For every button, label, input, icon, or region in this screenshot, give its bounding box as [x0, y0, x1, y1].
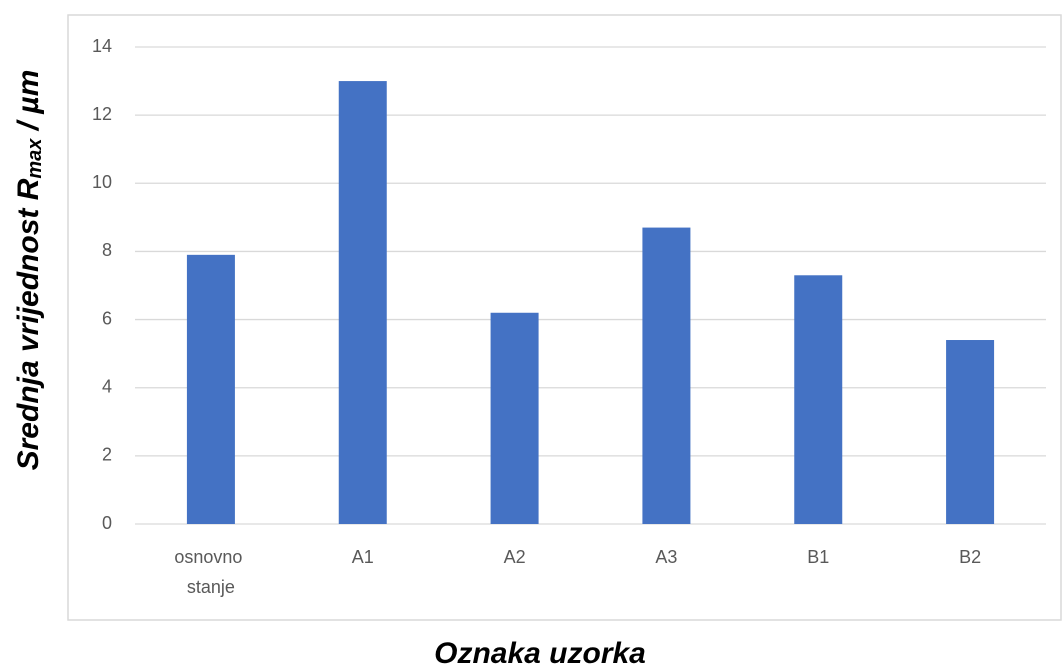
x-tick-label: A2	[504, 547, 526, 567]
y-tick-label: 2	[102, 445, 112, 465]
x-tick-label: A3	[655, 547, 677, 567]
x-tick-label: osnovno stanje	[174, 547, 247, 597]
x-tick-label-line: osnovno	[174, 547, 247, 567]
x-tick-label: B2	[959, 547, 981, 567]
bar	[946, 340, 995, 524]
y-tick-label: 14	[92, 36, 112, 56]
y-axis-title-unit: / µm	[12, 70, 45, 139]
y-axis-title-main: Srednja vrijednost R	[12, 178, 45, 470]
bar	[338, 81, 387, 525]
y-axis-title: Srednja vrijednost Rmax / µm	[12, 70, 46, 471]
x-tick-label: B1	[807, 547, 829, 567]
y-tick-label: 8	[102, 240, 112, 260]
x-tick-label: A1	[352, 547, 374, 567]
y-tick-label: 12	[92, 104, 112, 124]
y-tick-label: 4	[102, 376, 112, 396]
y-tick-label: 6	[102, 308, 112, 328]
x-tick-label-line: stanje	[187, 577, 235, 597]
y-tick-label: 10	[92, 172, 112, 192]
bar	[642, 227, 691, 525]
bar	[490, 312, 539, 524]
x-axis-title: Oznaka uzorka	[434, 637, 646, 670]
y-tick-label: 0	[102, 513, 112, 533]
bar	[186, 254, 235, 525]
y-axis-title-sub: max	[24, 138, 46, 179]
bar	[794, 275, 843, 524]
